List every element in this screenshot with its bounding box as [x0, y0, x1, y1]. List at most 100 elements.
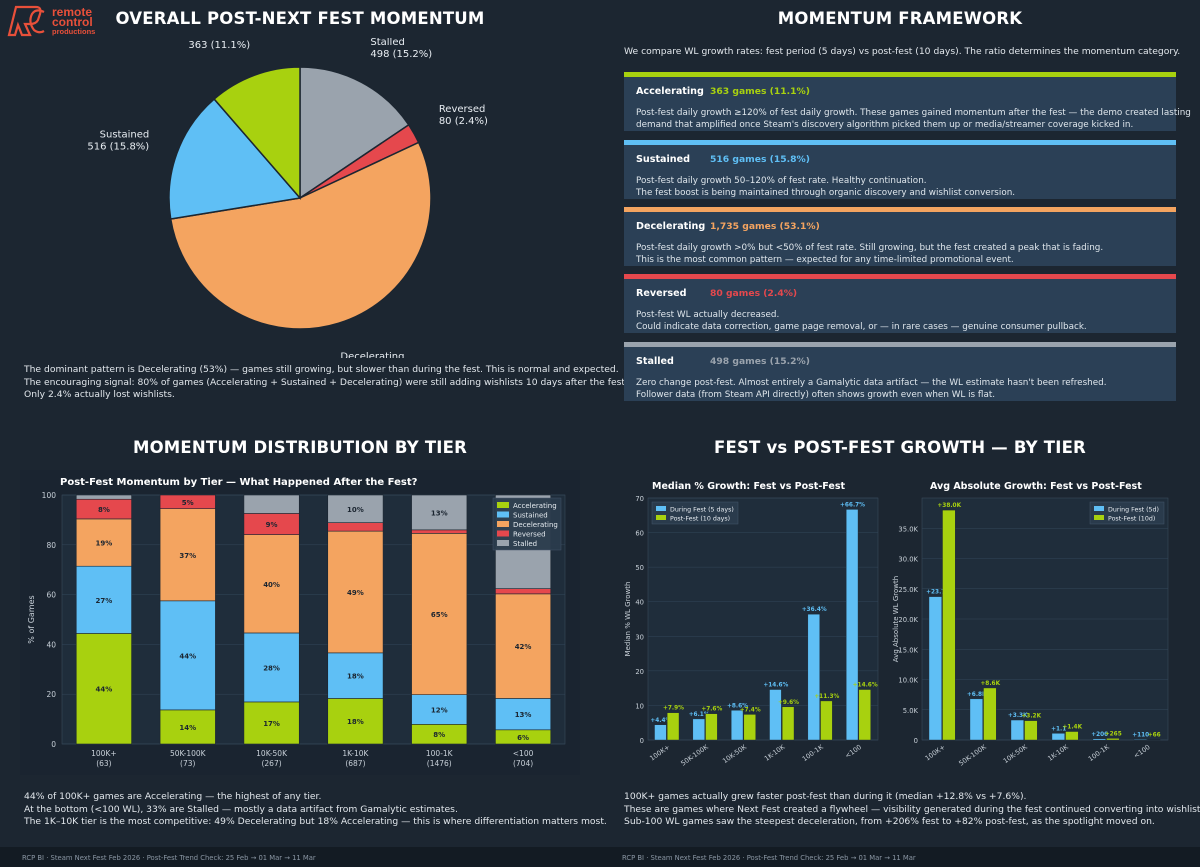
x-tick-label: 50K-100K	[679, 743, 710, 768]
card-description-line: demand that amplified once Steam's disco…	[636, 120, 1134, 131]
card-description-line: Post-fest daily growth >0% but <50% of f…	[636, 243, 1104, 253]
pie-label-value: 516 (15.8%)	[87, 142, 149, 153]
bar-segment-sustained	[159, 600, 216, 711]
y-tick-label: 20.0K	[898, 616, 918, 624]
chart-title: Avg Absolute Growth: Fest vs Post-Fest	[930, 481, 1142, 492]
overall-summary-line: The encouraging signal: 80% of games (Ac…	[24, 376, 660, 388]
bar-value-label: +9.6%	[778, 700, 799, 706]
tier-distribution-title: MOMENTUM DISTRIBUTION BY TIER	[132, 438, 468, 457]
x-tick-label: 100-1K	[426, 749, 454, 758]
bar-segment-label: 18%	[347, 673, 364, 681]
legend-entry: Post-Fest (10d)	[1108, 516, 1155, 523]
bar-value-label: +6.1%	[689, 712, 710, 718]
chart-title: Post-Fest Momentum by Tier — What Happen…	[60, 477, 418, 488]
chart-legend: During Fest (5 days) Post-Fest (10 days)	[651, 501, 739, 525]
bar-segment-sustained	[75, 565, 132, 634]
y-tick-label: 10	[635, 702, 644, 710]
x-tick-count: (267)	[261, 759, 281, 768]
card-color-bar	[624, 140, 1176, 145]
card-color-bar	[624, 342, 1176, 347]
y-tick-label: 25.0K	[898, 586, 918, 594]
bar-value-label: +6.8K	[967, 692, 987, 698]
x-tick-count: (704)	[513, 759, 533, 768]
bar-segment-label: 9%	[266, 521, 278, 529]
bar-value-label: +11.3%	[814, 694, 839, 700]
y-tick-label: 60	[635, 530, 644, 538]
bar-segment-stalled	[327, 494, 384, 523]
y-axis-label: Avg Absolute WL Growth	[892, 576, 900, 662]
bar-post-fest	[1065, 731, 1079, 741]
legend-swatch	[497, 530, 509, 537]
legend-swatch	[497, 540, 509, 546]
y-tick-label: 60	[46, 591, 56, 600]
legend-box	[651, 501, 739, 525]
tier-summary-line: The 1K–10K tier is the most competitive:…	[24, 816, 607, 828]
bar-during-fest	[807, 613, 820, 741]
bar-segment-label: 5%	[182, 499, 194, 507]
bar-segment-decelerating	[159, 508, 216, 602]
growth-summary-line: Sub-100 WL games saw the steepest decele…	[624, 816, 1155, 828]
y-tick-label: 20	[46, 690, 56, 699]
card-category-count: 363 games (11.1%)	[710, 86, 810, 97]
x-tick-label: <100	[1132, 743, 1151, 760]
card-description-line: Post-fest WL actually decreased.	[636, 310, 780, 320]
bar-segment-decelerating	[495, 593, 552, 699]
y-axis-label: % of Games	[27, 595, 36, 643]
bar-segment-label: 49%	[347, 589, 364, 597]
framework-card-decelerating: Decelerating 1,735 games (53.1%) Post-fe…	[624, 207, 1176, 266]
framework-card-accelerating: Accelerating 363 games (11.1%) Post-fest…	[624, 72, 1191, 131]
bar-segment-sustained	[495, 698, 552, 731]
bar-value-label: +36.4%	[802, 607, 827, 613]
bar-during-fest	[1051, 733, 1065, 741]
bar-during-fest	[1133, 739, 1147, 741]
card-description-line: Post-fest daily growth ≥120% of fest dai…	[636, 108, 1191, 118]
bar-segment-label: 12%	[431, 707, 448, 715]
legend-swatch	[1094, 506, 1104, 511]
framework-card-stalled: Stalled 498 games (15.2%) Zero change po…	[624, 342, 1176, 401]
card-description-line: The fest boost is being maintained throu…	[636, 188, 1016, 199]
bar-post-fest	[705, 713, 718, 741]
logo-line-3: productions	[52, 27, 96, 36]
legend-entry: Decelerating	[513, 521, 558, 529]
bar-segment-label: 17%	[263, 720, 280, 728]
y-tick-label: 40	[635, 599, 644, 607]
y-tick-label: 80	[46, 541, 56, 550]
footer-caption-left: RCP BI · Steam Next Fest Feb 2026 · Post…	[22, 854, 316, 862]
bar-segment-label: 14%	[179, 724, 196, 732]
legend-swatch	[497, 521, 509, 527]
tier-summary-line: At the bottom (<100 WL), 33% are Stalled…	[24, 803, 458, 815]
bar-segment-reversed	[411, 529, 468, 534]
bar-value-label: +7.9%	[663, 706, 684, 712]
legend-box	[1089, 501, 1165, 525]
card-description-line: Post-fest daily growth 50–120% of fest r…	[636, 176, 927, 186]
y-tick-label: 100	[42, 491, 57, 500]
pie-label-value: 498 (15.2%)	[370, 49, 432, 60]
bar-segment-decelerating	[75, 518, 132, 567]
card-category-count: 516 games (15.8%)	[710, 154, 810, 165]
x-tick-label: 100K+	[91, 749, 117, 758]
bar-value-label: +7.4%	[740, 707, 761, 713]
bar-during-fest	[769, 689, 782, 741]
bar-segment-stalled	[411, 494, 468, 531]
legend-swatch	[656, 515, 666, 520]
tier-summary: 44% of 100K+ games are Accelerating — th…	[24, 791, 607, 829]
x-tick-label: <100	[513, 749, 534, 758]
bar-value-label: +7.6%	[701, 707, 722, 713]
bar-segment-reversed	[159, 494, 216, 509]
bar-during-fest	[969, 698, 983, 741]
y-tick-label: 40	[46, 640, 56, 649]
card-description-line: Zero change post-fest. Almost entirely a…	[636, 378, 1107, 388]
x-tick-label: 10K-50K	[1002, 743, 1029, 765]
card-color-bar	[624, 72, 1176, 77]
bar-value-label: +66.7%	[840, 502, 865, 508]
legend-swatch	[656, 506, 666, 511]
footer-caption-right: RCP BI · Steam Next Fest Feb 2026 · Post…	[622, 854, 916, 862]
legend-swatch	[497, 502, 509, 508]
x-tick-label: 1K-10K	[342, 749, 369, 758]
card-color-bar	[624, 274, 1176, 279]
card-description: Post-fest daily growth ≥120% of fest dai…	[636, 107, 1191, 132]
bar-post-fest	[743, 714, 756, 741]
pie-label-value: 80 (2.4%)	[439, 116, 488, 127]
